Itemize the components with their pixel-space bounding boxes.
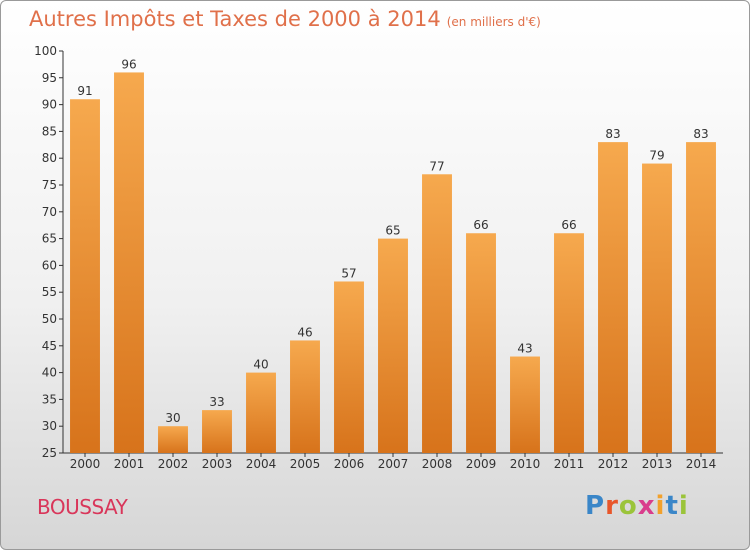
- data-label: 96: [121, 57, 136, 71]
- bar: [378, 238, 408, 453]
- bar: [114, 72, 144, 453]
- data-label: 57: [341, 266, 356, 280]
- y-tick-label: 60: [42, 258, 57, 272]
- data-label: 30: [165, 411, 180, 425]
- data-label: 83: [605, 127, 620, 141]
- x-tick-label: 2001: [114, 457, 145, 471]
- x-tick-label: 2013: [642, 457, 673, 471]
- y-tick-label: 45: [42, 339, 57, 353]
- y-tick-label: 25: [42, 446, 57, 460]
- y-tick-label: 80: [42, 151, 57, 165]
- bar: [290, 340, 320, 453]
- bar: [70, 99, 100, 454]
- y-tick-label: 100: [34, 44, 57, 58]
- x-tick-label: 2005: [290, 457, 321, 471]
- data-label: 33: [209, 395, 224, 409]
- x-tick-label: 2008: [422, 457, 453, 471]
- x-axis: 2000 2001 2002 2003 2004 2005 2006 2007 2008 2009…: [63, 452, 723, 471]
- bar: [158, 426, 188, 453]
- x-tick-label: 2006: [334, 457, 365, 471]
- x-tick-label: 2000: [70, 457, 101, 471]
- bar: [686, 142, 716, 453]
- data-label: 91: [77, 84, 92, 98]
- proxiti-logo: Proxiti: [585, 491, 689, 521]
- chart-title-text: Autres Impôts et Taxes de 2000 à 2014: [29, 7, 441, 31]
- logo-letter: t: [665, 491, 679, 521]
- x-tick-label: 2002: [158, 457, 189, 471]
- x-tick-label: 2007: [378, 457, 409, 471]
- bar: [246, 372, 276, 453]
- bar: [334, 281, 364, 453]
- data-labels: 91 96 30 33 40 46 57 65 77 66 43 66 83 79 83: [77, 57, 708, 425]
- bar: [510, 356, 540, 453]
- bar: [554, 233, 584, 453]
- logo-letter: o: [618, 491, 638, 521]
- bar: [642, 163, 672, 453]
- data-label: 77: [429, 159, 444, 173]
- y-tick-label: 40: [42, 366, 57, 380]
- x-tick-label: 2010: [510, 457, 541, 471]
- bar: [598, 142, 628, 453]
- bar: [422, 174, 452, 453]
- x-tick-label: 2012: [598, 457, 629, 471]
- y-tick-label: 50: [42, 312, 57, 326]
- bar: [202, 410, 232, 453]
- y-tick-label: 65: [42, 232, 57, 246]
- x-tick-label: 2009: [466, 457, 497, 471]
- x-tick-label: 2011: [554, 457, 585, 471]
- data-label: 43: [517, 342, 532, 356]
- logo-letter: P: [585, 491, 606, 521]
- logo-letter: x: [637, 491, 656, 521]
- y-tick-label: 30: [42, 419, 57, 433]
- data-label: 66: [561, 218, 576, 232]
- bars: [70, 72, 716, 454]
- y-tick-label: 35: [42, 392, 57, 406]
- x-tick-label: 2014: [686, 457, 717, 471]
- place-name: BOUSSAY: [37, 495, 128, 519]
- y-tick-label: 90: [42, 98, 57, 112]
- logo-letter: i: [655, 491, 666, 521]
- logo-letter: i: [678, 491, 689, 521]
- chart-title: Autres Impôts et Taxes de 2000 à 2014 (en…: [29, 7, 541, 31]
- bar: [466, 233, 496, 453]
- data-label: 40: [253, 358, 268, 372]
- y-tick-label: 75: [42, 178, 57, 192]
- data-label: 65: [385, 224, 400, 238]
- logo-letter: r: [605, 491, 619, 521]
- data-label: 83: [693, 127, 708, 141]
- data-label: 79: [649, 149, 664, 163]
- y-tick-label: 95: [42, 71, 57, 85]
- y-tick-label: 70: [42, 205, 57, 219]
- y-tick-label: 85: [42, 124, 57, 138]
- x-tick-label: 2003: [202, 457, 233, 471]
- data-label: 46: [297, 325, 312, 339]
- data-label: 66: [473, 218, 488, 232]
- y-tick-label: 55: [42, 285, 57, 299]
- x-tick-label: 2004: [246, 457, 277, 471]
- chart-subtitle: (en milliers d'€): [446, 15, 541, 29]
- y-axis: 25 30 35 40 45 50 55 60 65 70 75 80 85 90 95 100: [34, 44, 64, 460]
